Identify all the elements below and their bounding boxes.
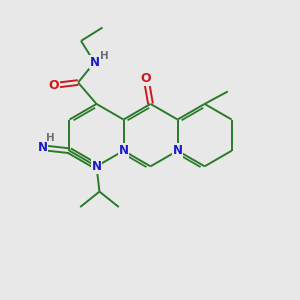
Text: H: H — [46, 133, 55, 143]
Text: N: N — [92, 160, 101, 173]
Text: N: N — [118, 144, 128, 157]
Text: O: O — [48, 79, 59, 92]
Text: H: H — [100, 51, 108, 61]
Text: N: N — [38, 141, 48, 154]
Text: N: N — [89, 56, 99, 69]
Text: N: N — [172, 144, 183, 157]
Text: O: O — [141, 72, 152, 85]
